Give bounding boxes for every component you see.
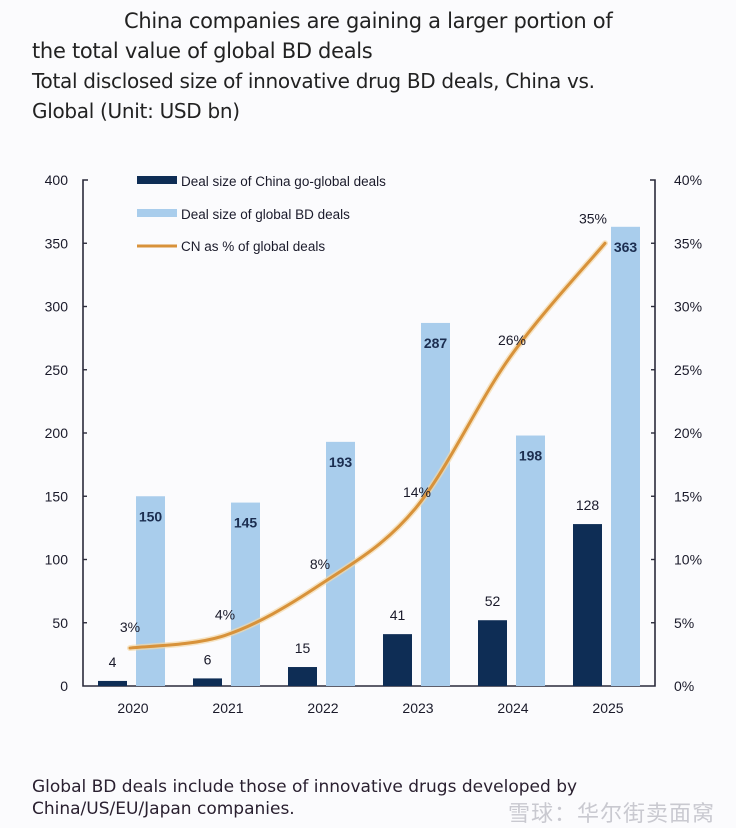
bar-china-2023 <box>383 634 412 686</box>
left-axis-tick-label: 50 <box>52 615 68 631</box>
axis-frame <box>82 179 656 687</box>
left-axis-tick-label: 250 <box>45 362 69 378</box>
x-axis-label: 2024 <box>497 700 528 716</box>
data-label-pct: 35% <box>579 210 607 226</box>
bars <box>98 226 640 686</box>
right-axis-tick-label: 15% <box>674 488 702 504</box>
footnote-line-1: Global BD deals include those of innovat… <box>32 777 578 797</box>
bar-global-2023 <box>421 322 450 686</box>
right-axis-tick-label: 40% <box>674 172 702 188</box>
data-label-pct: 3% <box>120 619 140 635</box>
chart-subtitle-line-1: Total disclosed size of innovative drug … <box>32 69 595 93</box>
bar-china-2021 <box>193 678 222 686</box>
legend-label: CN as % of global deals <box>181 239 325 254</box>
bar-global-2020 <box>136 496 165 686</box>
data-label-china: 52 <box>485 593 501 609</box>
line-layer <box>127 240 608 652</box>
bar-china-2025 <box>573 524 602 686</box>
x-axis-label: 2025 <box>592 700 623 716</box>
chart-title-line-1: China companies are gaining a larger por… <box>124 9 613 33</box>
right-axis-tick-label: 20% <box>674 425 702 441</box>
legend-swatch-china <box>137 176 177 184</box>
data-label-global: 193 <box>329 454 353 470</box>
bar-china-2024 <box>478 620 507 686</box>
right-axis-tick-label: 25% <box>674 362 702 378</box>
left-axis-tick-label: 300 <box>45 299 69 315</box>
left-axis-tick-label: 150 <box>45 488 69 504</box>
right-axis-tick-label: 5% <box>674 615 694 631</box>
data-labels: 4 150 6 145 15 193 41 287 52 198 128 363 3% 4% 8% 14% 26… <box>109 210 638 670</box>
data-label-pct: 14% <box>403 484 431 500</box>
footnote: Global BD deals include those of innovat… <box>32 776 632 820</box>
chart-title-line-2: the total value of global BD deals <box>32 39 373 63</box>
bar-china-2022 <box>288 667 317 686</box>
data-label-china: 128 <box>576 497 600 513</box>
left-axis-tick-label: 200 <box>45 425 69 441</box>
right-axis-tick-label: 30% <box>674 299 702 315</box>
data-label-china: 15 <box>295 640 311 656</box>
right-axis-tick-label: 35% <box>674 235 702 251</box>
data-label-china: 41 <box>390 607 406 623</box>
x-axis-label: 2020 <box>117 700 148 716</box>
chart-title-block: China companies are gaining a larger por… <box>32 6 722 126</box>
bar-global-2025 <box>611 226 640 686</box>
data-label-global: 287 <box>424 335 448 351</box>
data-label-china: 4 <box>109 654 117 670</box>
left-axis-tick-label: 100 <box>45 552 69 568</box>
legend: Deal size of China go-global deals Deal s… <box>137 174 386 254</box>
chart: 0 50 100 150 200 250 300 350 400 0% 5% 10% 15% 20% 25%… <box>45 172 702 716</box>
bar-china-2020 <box>98 680 127 686</box>
legend-swatch-global <box>137 209 177 217</box>
right-axis-tick-label: 0% <box>674 678 694 694</box>
x-axis-label: 2021 <box>212 700 243 716</box>
legend-label: Deal size of China go-global deals <box>181 174 386 189</box>
legend-label: Deal size of global BD deals <box>181 207 350 222</box>
data-label-pct: 4% <box>215 606 235 622</box>
data-label-global: 145 <box>234 515 258 531</box>
data-label-pct: 26% <box>498 332 526 348</box>
watermark: 雪球：华尔街卖面窝 <box>508 802 716 827</box>
x-axis-label: 2022 <box>307 700 338 716</box>
line-cn-share <box>128 241 607 650</box>
footnote-line-2: China/US/EU/Japan companies. <box>32 799 295 819</box>
data-label-global: 363 <box>614 239 638 255</box>
left-axis-tick-label: 400 <box>45 172 69 188</box>
bar-global-2021 <box>231 502 260 686</box>
data-label-pct: 8% <box>310 556 330 572</box>
axes: 0 50 100 150 200 250 300 350 400 0% 5% 10% 15% 20% 25%… <box>45 172 702 716</box>
right-axis-tick-label: 10% <box>674 552 702 568</box>
bar-global-2024 <box>516 435 545 686</box>
x-axis-label: 2023 <box>402 700 433 716</box>
data-label-global: 150 <box>139 508 163 524</box>
left-axis-tick-label: 350 <box>45 235 69 251</box>
data-label-china: 6 <box>204 651 212 667</box>
chart-subtitle-line-2: Global (Unit: USD bn) <box>32 99 240 123</box>
data-label-global: 198 <box>519 448 543 464</box>
left-axis-tick-label: 0 <box>60 678 68 694</box>
